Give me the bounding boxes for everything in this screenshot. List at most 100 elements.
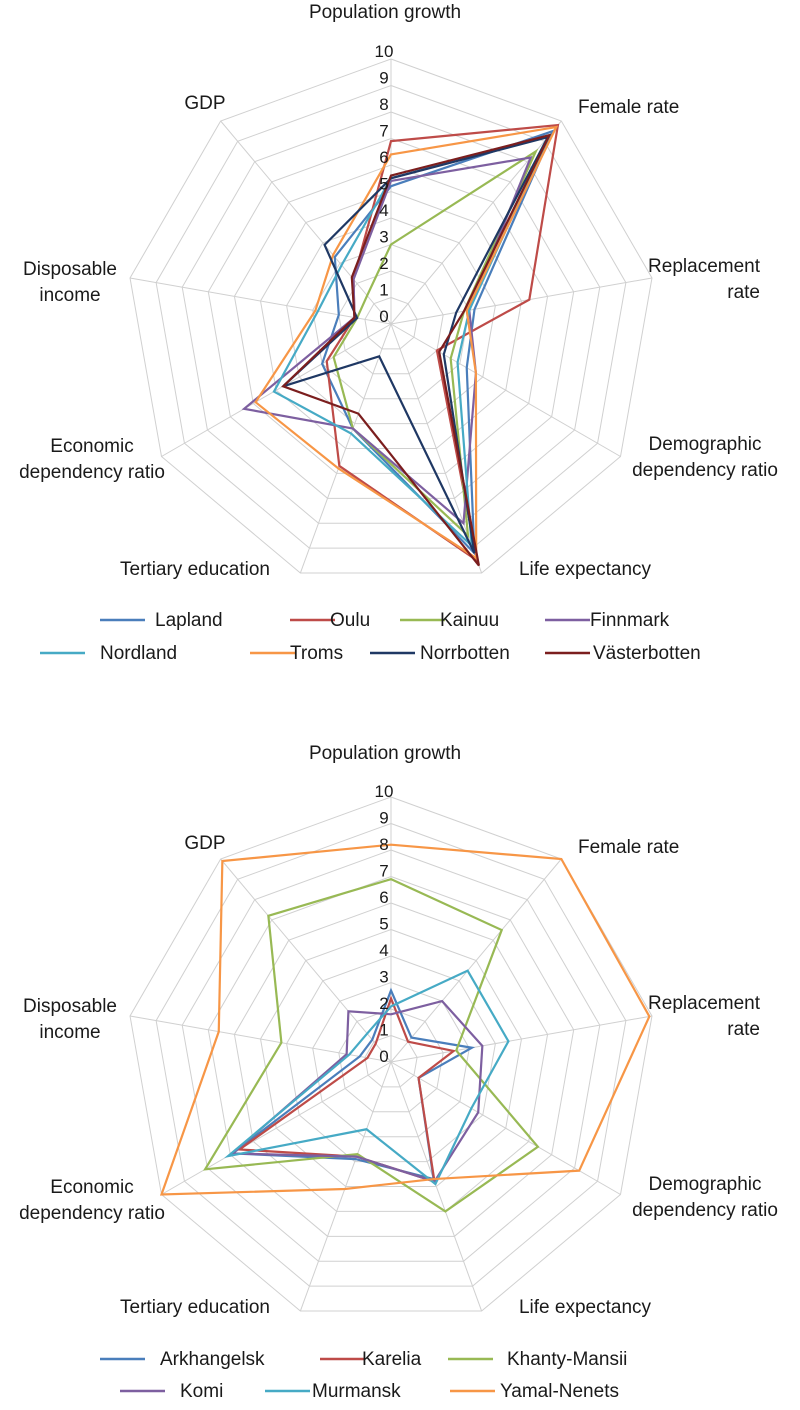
axis-label-gdp: GDP — [184, 833, 225, 854]
legend-label: Oulu — [330, 610, 370, 631]
axis-spoke — [390, 1061, 483, 1312]
legend-item: Oulu — [290, 610, 370, 631]
tick-label: 3 — [379, 968, 388, 987]
axis-spoke — [390, 120, 562, 325]
axis-label-gdp: GDP — [184, 93, 225, 114]
radar-grid — [129, 58, 653, 574]
tick-label: 4 — [379, 201, 388, 220]
tick-label: 2 — [379, 994, 388, 1013]
axis-label-disposable-income: Disposable income — [23, 996, 117, 1043]
tick-label: 5 — [379, 915, 388, 934]
grid-ring-8 — [181, 849, 601, 1262]
legend-item: Finnmark — [545, 610, 670, 631]
tick-labels: 0 1 2 3 4 5 6 7 8 9 10 — [375, 782, 394, 1066]
legend-label: Arkhangelsk — [160, 1349, 265, 1370]
tick-label: 3 — [379, 228, 388, 247]
legend-item: Västerbotten — [545, 643, 701, 664]
axis-label-economic-dependency-ratio: Economic dependency ratio — [19, 1177, 165, 1224]
series-line-norrbotten — [282, 135, 550, 554]
axis-label-economic-dependency-ratio: Economic dependency ratio — [19, 436, 165, 483]
series-line-komi — [229, 999, 484, 1183]
tick-label: 8 — [379, 95, 388, 114]
legend-label: Norrbotten — [420, 643, 510, 664]
legend-item: Yamal-Nenets — [450, 1381, 619, 1402]
axis-label-population-growth: Population growth — [309, 2, 461, 23]
grid-ring-5 — [259, 190, 523, 450]
series-line-troms — [254, 125, 559, 561]
legend-item: Karelia — [320, 1349, 422, 1370]
axis-labels: Population growth Female rate Replacement r… — [19, 743, 778, 1318]
legend: Lapland Oulu Kainuu Finnmark Nordland Troms No… — [40, 610, 701, 664]
radar-chart-2: 0 1 2 3 4 5 6 7 8 9 10 Population growth Female rate… — [19, 743, 778, 1402]
legend-item: Nordland — [40, 643, 177, 664]
axis-spoke — [161, 1061, 392, 1195]
grid-ring-5 — [259, 928, 523, 1188]
tick-label: 9 — [379, 69, 388, 88]
tick-labels: 0 1 2 3 4 5 6 7 8 9 10 — [375, 42, 394, 326]
legend-label: Västerbotten — [593, 643, 701, 664]
axis-label-population-growth: Population growth — [309, 743, 461, 764]
grid-ring-6 — [233, 902, 549, 1212]
axis-spoke — [220, 120, 392, 325]
grid-ring-8 — [181, 111, 601, 524]
tick-label: 5 — [379, 175, 388, 194]
tick-label: 8 — [379, 835, 388, 854]
grid-ring-7 — [207, 137, 575, 499]
tick-label: 7 — [379, 862, 388, 881]
grid-ring-4 — [286, 955, 496, 1163]
tick-label: 6 — [379, 888, 388, 907]
axis-spoke — [129, 277, 392, 325]
axis-spoke — [390, 323, 621, 457]
legend-item: Komi — [120, 1381, 223, 1402]
series-line-v-sterbotten — [281, 133, 552, 567]
legend-label: Troms — [290, 643, 343, 664]
axis-label-disposable-income: Disposable income — [23, 259, 117, 306]
grid-ring-1 — [364, 296, 418, 350]
axis-label-replacement-rate: Replacement rate — [648, 256, 761, 303]
grid-ring-7 — [207, 875, 575, 1237]
grid-ring-3 — [312, 243, 470, 400]
grid-ring-10 — [129, 796, 653, 1312]
grid-ring-1 — [364, 1034, 418, 1088]
tick-label: 7 — [379, 122, 388, 141]
axis-label-tertiary-education: Tertiary education — [120, 1297, 270, 1318]
grid-ring-9 — [155, 84, 627, 549]
tick-label: 2 — [379, 254, 388, 273]
tick-label: 0 — [379, 1047, 388, 1066]
grid-ring-3 — [312, 981, 470, 1138]
axis-label-life-expectancy: Life expectancy — [519, 559, 652, 580]
legend-label: Nordland — [100, 643, 177, 664]
axis-label-female-rate: Female rate — [578, 97, 679, 118]
tick-label: 9 — [379, 809, 388, 828]
legend-label: Komi — [180, 1381, 223, 1402]
legend-item: Lapland — [100, 610, 223, 631]
legend-label: Yamal-Nenets — [500, 1381, 619, 1402]
legend-item: Khanty-Mansii — [448, 1349, 627, 1370]
series-line-murmansk — [224, 969, 510, 1186]
axis-label-tertiary-education: Tertiary education — [120, 559, 270, 580]
legend-item: Norrbotten — [370, 643, 510, 664]
axis-spoke — [299, 1061, 392, 1312]
tick-label: 0 — [379, 307, 388, 326]
axis-label-replacement-rate: Replacement rate — [648, 993, 761, 1040]
legend-item: Arkhangelsk — [100, 1349, 265, 1370]
legend-label: Kainuu — [440, 610, 499, 631]
legend-item: Murmansk — [265, 1381, 401, 1402]
grid-ring-9 — [155, 822, 627, 1287]
legend-label: Finnmark — [590, 610, 670, 631]
legend: Arkhangelsk Karelia Khanty-Mansii Komi Murma… — [100, 1349, 627, 1402]
legend-label: Karelia — [362, 1349, 422, 1370]
series-line-yamal-nenets — [159, 843, 651, 1196]
tick-label: 10 — [375, 42, 394, 61]
legend-label: Khanty-Mansii — [507, 1349, 627, 1370]
legend-label: Murmansk — [312, 1381, 401, 1402]
axis-spoke — [161, 323, 392, 457]
tick-label: 4 — [379, 941, 388, 960]
axis-label-female-rate: Female rate — [578, 837, 679, 858]
legend-item: Kainuu — [400, 610, 499, 631]
grid-ring-6 — [233, 164, 549, 474]
grid-ring-10 — [129, 58, 653, 574]
axis-label-life-expectancy: Life expectancy — [519, 1297, 652, 1318]
